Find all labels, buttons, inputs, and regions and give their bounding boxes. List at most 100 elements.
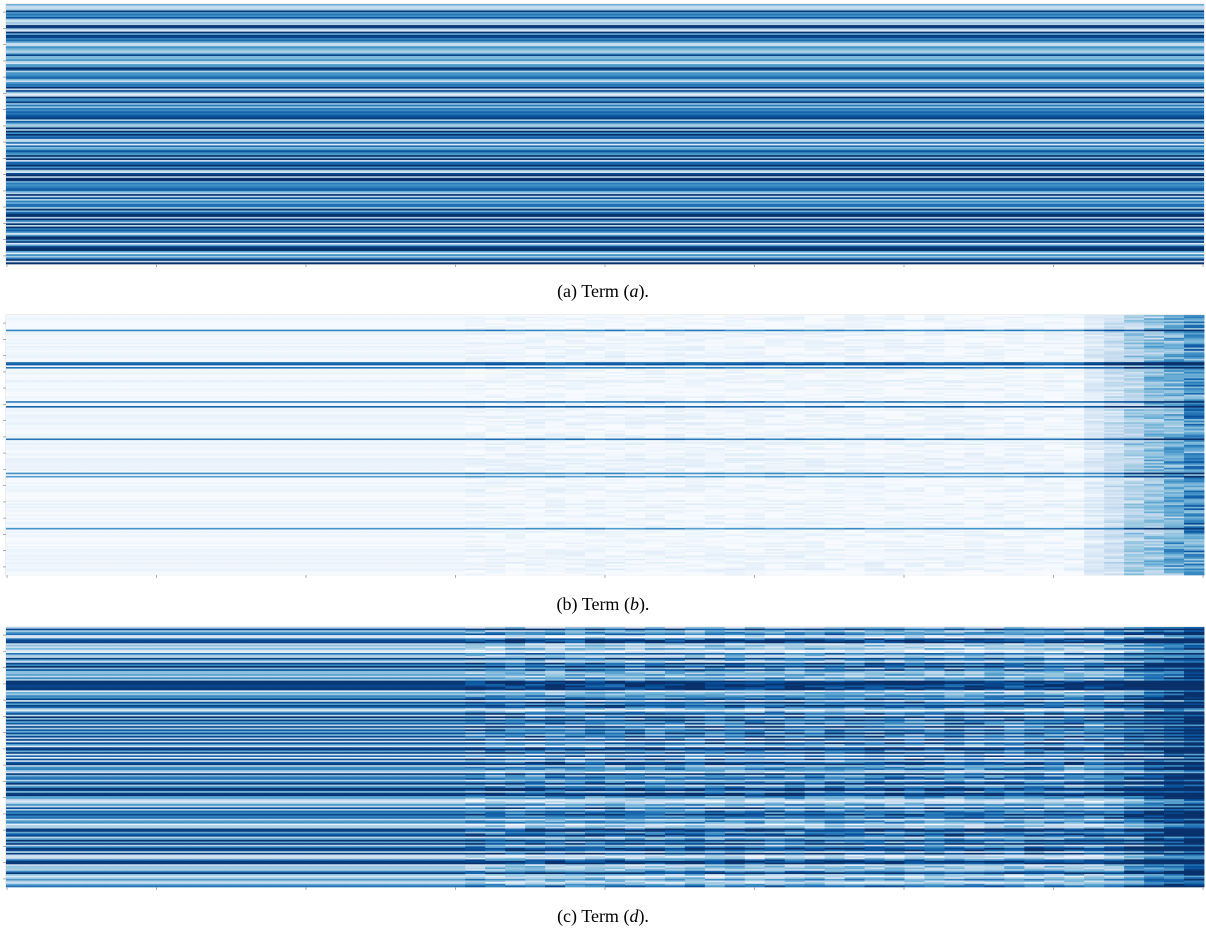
heatmap-cell <box>325 321 346 324</box>
heatmap-cell <box>305 324 326 327</box>
heatmap-cell <box>6 381 27 384</box>
heatmap-cell <box>105 339 127 342</box>
heatmap-cell <box>565 389 586 392</box>
heatmap-cell <box>265 436 286 439</box>
heatmap-cell <box>45 410 67 413</box>
heatmap-cell <box>205 375 227 378</box>
heatmap-cell <box>565 410 586 413</box>
heatmap-cell <box>1064 324 1085 327</box>
heatmap-cell <box>305 438 326 441</box>
heatmap-cell <box>1024 391 1045 394</box>
heatmap-cell <box>445 323 466 326</box>
heatmap-cell <box>1024 360 1045 363</box>
heatmap-cell <box>205 435 227 438</box>
heatmap-cell <box>984 381 1005 384</box>
heatmap-cell <box>1124 315 1145 317</box>
heatmap-cell <box>85 433 107 436</box>
heatmap-cell <box>145 417 167 420</box>
heatmap-cell <box>145 436 167 439</box>
heatmap-cell <box>1144 433 1165 436</box>
heatmap-cell <box>205 399 227 402</box>
heatmap-cell <box>385 415 406 418</box>
heatmap-cell <box>724 427 746 430</box>
heatmap-cell <box>644 337 666 340</box>
heatmap-cell <box>85 329 107 332</box>
heatmap-cell <box>1084 435 1105 438</box>
heatmap-cell <box>1124 332 1145 335</box>
heatmap-cell <box>1164 326 1185 329</box>
heatmap-cell <box>744 371 766 374</box>
heatmap-cell <box>764 406 786 408</box>
heatmap-cell <box>744 441 766 444</box>
heatmap-cell <box>804 436 826 439</box>
heatmap-cell <box>25 349 47 352</box>
heatmap-cell <box>605 334 626 337</box>
heatmap-cell <box>984 438 1005 441</box>
heatmap-cell <box>405 406 426 408</box>
heatmap-cell <box>45 441 67 444</box>
heatmap-cell <box>784 415 806 418</box>
heatmap-cell <box>824 331 845 334</box>
heatmap-cell <box>944 326 965 329</box>
heatmap-cell <box>984 331 1005 334</box>
heatmap-cell <box>6 432 27 434</box>
heatmap-cell <box>505 357 526 360</box>
heatmap-cell <box>385 396 406 399</box>
heatmap-cell <box>1084 363 1105 366</box>
heatmap-cell <box>784 360 806 363</box>
heatmap-cell <box>884 386 905 389</box>
heatmap-cell <box>784 375 806 378</box>
heatmap-cell <box>904 425 925 428</box>
heatmap-cell <box>225 436 246 439</box>
heatmap-cell <box>105 415 127 418</box>
heatmap-cell <box>1044 362 1065 365</box>
heatmap-cell <box>485 383 506 386</box>
heatmap-cell <box>824 435 845 438</box>
heatmap-cell <box>265 397 286 400</box>
heatmap-cell <box>505 321 526 324</box>
heatmap-cell <box>1124 384 1145 387</box>
heatmap-cell <box>185 436 207 439</box>
heatmap-cell <box>445 319 466 322</box>
heatmap-cell <box>245 386 266 389</box>
heatmap-cell <box>425 440 446 443</box>
heatmap-cell <box>265 365 286 368</box>
heatmap-cell <box>724 315 746 317</box>
heatmap-cell <box>125 440 147 443</box>
heatmap-cell <box>305 371 326 374</box>
heatmap-cell <box>1004 365 1025 368</box>
heatmap-cell <box>1084 397 1105 400</box>
heatmap-cell <box>844 339 865 342</box>
heatmap-cell <box>325 345 346 348</box>
heatmap-cell <box>884 394 905 397</box>
heatmap-row <box>6 208 1204 211</box>
heatmap-cell <box>245 345 266 348</box>
heatmap-cell <box>245 363 266 366</box>
heatmap-cell <box>585 324 606 327</box>
heatmap-cell <box>724 409 746 412</box>
heatmap-cell <box>844 376 865 379</box>
heatmap-cell <box>385 373 406 376</box>
heatmap-cell <box>505 355 526 358</box>
heatmap-cell <box>545 339 566 342</box>
heatmap-cell <box>225 367 246 369</box>
heatmap-cell <box>225 410 246 413</box>
heatmap-cell <box>405 401 426 404</box>
heatmap-cell <box>964 341 985 343</box>
heatmap-cell <box>445 360 466 363</box>
heatmap-cell <box>804 380 826 382</box>
heatmap-cell <box>724 384 746 387</box>
heatmap-row <box>6 52 1204 55</box>
heatmap-cell <box>744 430 766 433</box>
heatmap-cell <box>1184 363 1205 366</box>
heatmap-cell <box>505 402 526 405</box>
heatmap-cell <box>405 337 426 340</box>
heatmap-cell <box>165 391 187 394</box>
heatmap-cell <box>1084 362 1105 365</box>
heatmap-cell <box>45 404 67 407</box>
heatmap-cell <box>1084 329 1105 332</box>
heatmap-cell <box>305 375 326 378</box>
heatmap-cell <box>824 345 845 348</box>
heatmap-cell <box>185 428 207 431</box>
heatmap-cell <box>644 440 666 443</box>
